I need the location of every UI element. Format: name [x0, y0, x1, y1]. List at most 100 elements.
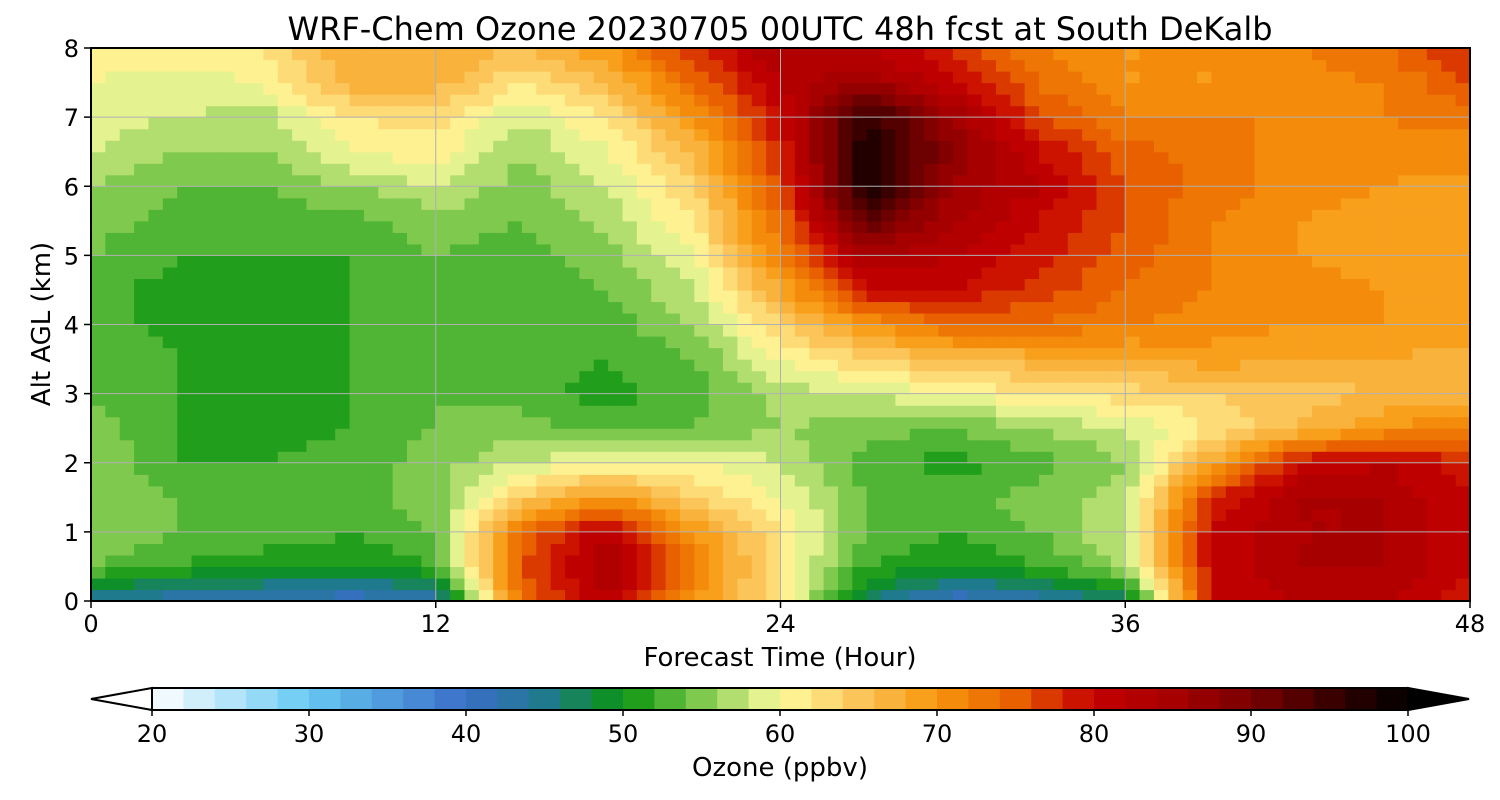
heatmap-cell — [967, 232, 983, 245]
colorbar-segment — [560, 688, 593, 710]
heatmap-cell — [263, 543, 279, 556]
heatmap-cell — [1297, 347, 1313, 360]
heatmap-cell — [1211, 59, 1227, 72]
heatmap-cell — [220, 266, 236, 280]
heatmap-cell — [1369, 301, 1385, 314]
heatmap-cell — [1024, 312, 1040, 326]
heatmap-cell — [1297, 105, 1313, 118]
heatmap-cell — [1067, 128, 1083, 141]
heatmap-cell — [924, 508, 940, 521]
heatmap-cell — [1311, 243, 1327, 256]
heatmap-cell — [924, 59, 940, 72]
heatmap-cell — [938, 289, 954, 303]
heatmap-cell — [1398, 82, 1414, 95]
heatmap-cell — [1225, 255, 1241, 268]
heatmap-cell — [378, 312, 394, 326]
heatmap-cell — [1398, 439, 1414, 452]
heatmap-cell — [1340, 278, 1356, 291]
heatmap-cell — [148, 393, 164, 406]
heatmap-cell — [378, 232, 394, 245]
heatmap-cell — [1268, 209, 1284, 222]
heatmap-cell — [234, 82, 250, 95]
heatmap-cell — [694, 48, 710, 61]
heatmap-cell — [708, 128, 724, 141]
heatmap-cell — [1311, 82, 1327, 95]
heatmap-cell — [1369, 105, 1385, 118]
heatmap-cell — [809, 186, 825, 199]
heatmap-cell — [464, 174, 480, 187]
heatmap-cell — [205, 232, 221, 245]
heatmap-cell — [1254, 336, 1270, 349]
heatmap-cell — [191, 416, 207, 429]
heatmap-cell — [708, 589, 724, 601]
heatmap-cell — [292, 209, 308, 222]
heatmap-cell — [1139, 232, 1155, 245]
heatmap-cell — [134, 451, 150, 464]
heatmap-cell — [191, 554, 207, 568]
heatmap-cell — [708, 393, 724, 406]
heatmap-cell — [895, 140, 911, 153]
heatmap-cell — [723, 336, 738, 349]
heatmap-cell — [852, 405, 868, 418]
colorbar-label: Ozone (ppbv) — [692, 753, 868, 783]
heatmap-cell — [952, 577, 968, 591]
heatmap-cell — [1369, 428, 1385, 441]
heatmap-cell — [464, 312, 480, 326]
chart-title: WRF-Chem Ozone 20230705 00UTC 48h fcst a… — [287, 10, 1272, 48]
heatmap-cell — [392, 382, 408, 395]
heatmap-cell — [679, 520, 695, 533]
heatmap-cell — [349, 589, 365, 601]
heatmap-cell — [924, 428, 940, 441]
heatmap-cell — [852, 543, 868, 556]
heatmap-cell — [550, 59, 566, 72]
heatmap-cell — [1211, 220, 1227, 233]
heatmap-cell — [148, 71, 164, 84]
heatmap-cell — [1153, 474, 1169, 487]
heatmap-cell — [234, 347, 250, 360]
heatmap-cell — [837, 577, 853, 591]
heatmap-cell — [134, 151, 150, 164]
heatmap-cell — [378, 105, 394, 118]
heatmap-cell — [1139, 439, 1155, 452]
heatmap-cell — [478, 71, 494, 84]
heatmap-cell — [1039, 520, 1055, 533]
heatmap-cell — [1168, 416, 1184, 429]
heatmap-cell — [694, 151, 710, 164]
heatmap-cell — [191, 255, 207, 268]
heatmap-cell — [1010, 554, 1026, 568]
heatmap-cell — [952, 370, 968, 383]
heatmap-cell — [349, 428, 365, 441]
heatmap-cell — [478, 416, 494, 429]
heatmap-cell — [1197, 117, 1213, 130]
heatmap-cell — [478, 278, 494, 291]
heatmap-cell — [1426, 174, 1442, 187]
heatmap-cell — [162, 359, 178, 372]
heatmap-cell — [349, 359, 365, 372]
heatmap-cell — [1340, 324, 1356, 337]
heatmap-cell — [220, 174, 236, 187]
heatmap-cell — [708, 462, 724, 475]
heatmap-cell — [263, 589, 279, 601]
heatmap-cell — [665, 140, 681, 153]
heatmap-cell — [622, 59, 638, 72]
heatmap-cell — [105, 71, 121, 84]
heatmap-cell — [852, 117, 868, 130]
heatmap-cell — [952, 82, 968, 95]
heatmap-cell — [119, 128, 135, 141]
heatmap-cell — [1398, 393, 1414, 406]
heatmap-cell — [995, 451, 1011, 464]
heatmap-cell — [1340, 462, 1356, 475]
heatmap-cell — [148, 186, 164, 199]
heatmap-cell — [823, 220, 839, 233]
heatmap-cell — [407, 163, 422, 176]
heatmap-cell — [723, 266, 738, 280]
heatmap-cell — [464, 543, 480, 556]
heatmap-cell — [1311, 439, 1327, 452]
heatmap-cell — [464, 393, 480, 406]
heatmap-cell — [622, 186, 638, 199]
heatmap-cell — [823, 209, 839, 222]
heatmap-cell — [766, 451, 782, 464]
heatmap-cell — [1441, 416, 1457, 429]
heatmap-cell — [909, 243, 925, 256]
heatmap-cell — [1355, 589, 1371, 601]
